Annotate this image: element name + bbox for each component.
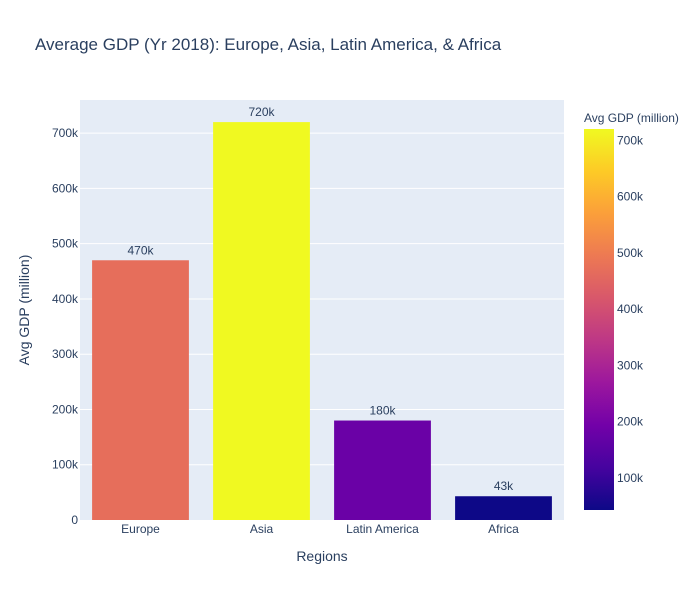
bar-data-labels: 470k 720k 180k 43k <box>127 105 514 493</box>
y-tick-label: 400k <box>52 292 79 306</box>
x-tick-label: Asia <box>250 522 274 536</box>
colorbar-tick-label: 400k <box>617 302 644 316</box>
chart-title: Average GDP (Yr 2018): Europe, Asia, Lat… <box>35 35 502 54</box>
colorbar-tick-label: 700k <box>617 133 644 147</box>
bars <box>92 122 552 521</box>
colorbar-tick-label: 600k <box>617 190 644 204</box>
x-axis-label: Regions <box>296 548 347 564</box>
colorbar-tick-label: 200k <box>617 415 644 429</box>
x-tick-label: Latin America <box>346 522 419 536</box>
bar-latin-america <box>334 420 431 520</box>
colorbar-gradient <box>584 129 614 510</box>
x-tick-label: Europe <box>121 522 160 536</box>
colorbar-title: Avg GDP (million) <box>584 111 679 125</box>
y-tick-label: 100k <box>52 458 79 472</box>
bar-data-label: 180k <box>369 404 396 418</box>
y-tick-label: 300k <box>52 347 79 361</box>
colorbar-tick-label: 300k <box>617 358 644 372</box>
x-tick-label: Africa <box>488 522 519 536</box>
bar-europe <box>92 260 189 520</box>
colorbar: Avg GDP (million) 100k 200k 300k 400k 500k 60… <box>584 111 679 510</box>
bar-data-label: 720k <box>248 105 275 119</box>
x-axis-ticks: Europe Asia Latin America Africa <box>121 522 519 536</box>
y-axis-label: Avg GDP (million) <box>16 255 32 366</box>
colorbar-tick-label: 100k <box>617 471 644 485</box>
bar-africa <box>455 496 552 520</box>
bar-asia <box>213 122 310 521</box>
y-tick-label: 0 <box>71 513 78 527</box>
colorbar-tick-label: 500k <box>617 246 644 260</box>
colorbar-ticks: 100k 200k 300k 400k 500k 600k 700k <box>617 133 644 485</box>
y-tick-label: 500k <box>52 237 79 251</box>
y-axis-ticks: 0 100k 200k 300k 400k 500k 600k 700k <box>52 126 79 527</box>
y-tick-label: 200k <box>52 402 79 416</box>
y-tick-label: 600k <box>52 181 79 195</box>
bar-data-label: 470k <box>127 243 154 257</box>
y-tick-label: 700k <box>52 126 79 140</box>
bar-data-label: 43k <box>494 479 514 493</box>
